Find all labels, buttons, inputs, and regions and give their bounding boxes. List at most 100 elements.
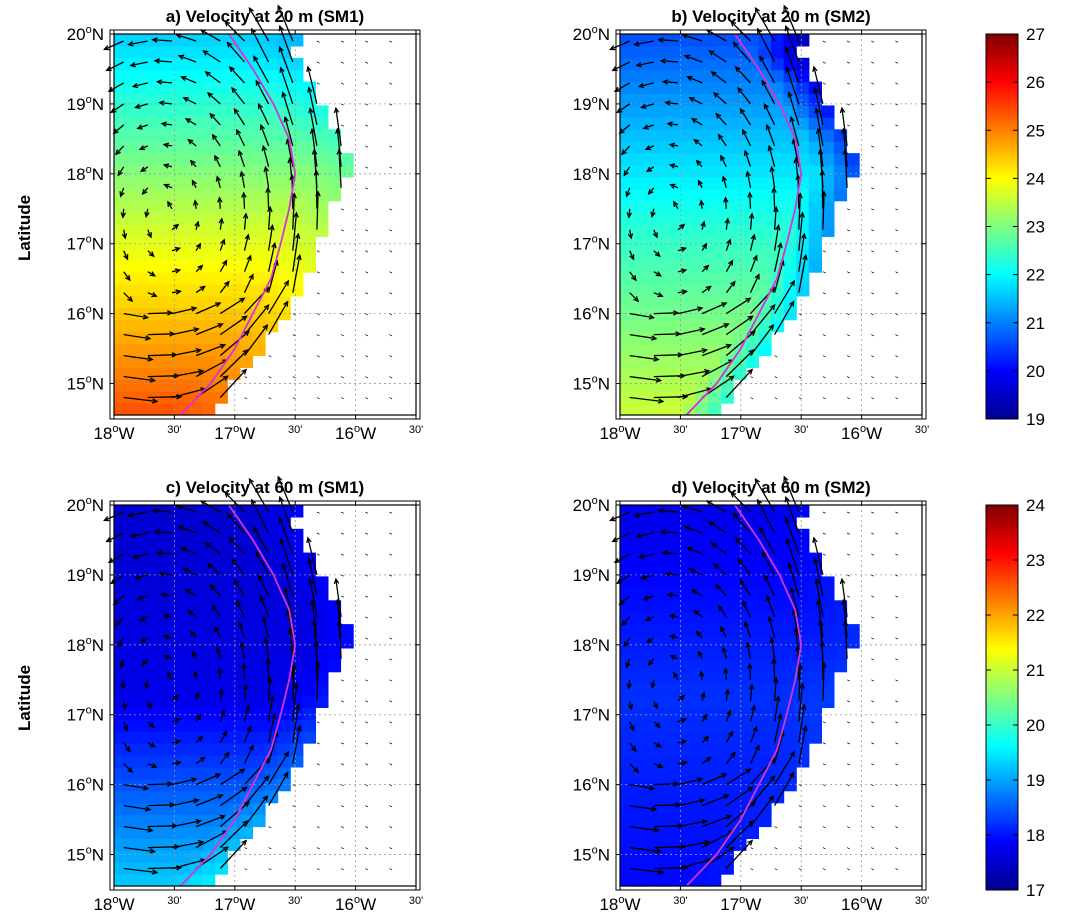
field-cell: [632, 862, 646, 875]
field-cell: [151, 367, 165, 380]
field-cell: [315, 176, 329, 190]
velocity-arrow: [629, 292, 639, 302]
field-cell: [151, 850, 165, 863]
field-cell: [227, 755, 241, 768]
velocity-arrow: [844, 149, 848, 188]
velocity-arrow: [813, 537, 824, 576]
field-cell: [164, 188, 178, 202]
velocity-arrow: [761, 80, 776, 105]
velocity-arrow: [365, 826, 369, 829]
arrow-head: [705, 285, 712, 292]
field-cell: [126, 743, 140, 756]
field-cell: [227, 355, 241, 368]
field-cell: [227, 552, 241, 566]
arrow-head: [182, 568, 189, 574]
velocity-arrow: [895, 511, 899, 514]
field-cell: [657, 814, 671, 828]
arrow-head: [241, 368, 248, 375]
velocity-arrow: [389, 124, 393, 127]
field-cell: [733, 671, 747, 685]
arrow-head: [123, 254, 129, 261]
field-cell: [833, 188, 848, 202]
velocity-arrow: [313, 149, 318, 188]
velocity-arrow: [822, 847, 826, 850]
velocity-arrow: [846, 847, 850, 850]
field-cell: [176, 766, 191, 780]
field-cell: [708, 838, 722, 851]
field-cell: [114, 45, 128, 59]
arrow-head: [115, 149, 121, 156]
y-tick-label: 19oN: [67, 565, 104, 585]
velocity-arrow: [774, 772, 795, 806]
field-cell: [164, 81, 178, 95]
arrow-head: [204, 542, 211, 548]
field-cell: [164, 284, 178, 297]
velocity-arrow: [209, 584, 221, 597]
field-cell: [657, 165, 671, 178]
velocity-arrow: [292, 726, 301, 764]
field-cell: [657, 129, 671, 142]
velocity-arrow: [761, 551, 776, 576]
field-cell: [265, 683, 279, 697]
field-cell: [657, 659, 671, 673]
arrow-head: [142, 785, 150, 791]
field-cell: [783, 69, 797, 83]
panel-title: a) Velocity at 20 m (SM1): [166, 7, 364, 26]
velocity-arrow: [280, 538, 294, 576]
velocity-arrow: [677, 388, 712, 399]
arrow-head: [683, 54, 691, 60]
field-cell: [214, 129, 228, 142]
field-cell: [682, 319, 697, 333]
field-cell: [670, 683, 684, 697]
arrow-head: [219, 343, 227, 349]
velocity-arrow: [701, 344, 731, 357]
field-cell: [126, 93, 140, 106]
field-cell: [733, 838, 747, 851]
velocity-arrow: [815, 108, 824, 147]
field-cell: [720, 200, 734, 214]
arrow-head: [839, 106, 846, 114]
field-cell: [202, 695, 216, 708]
field-cell: [645, 200, 659, 214]
x-tick-label: 30': [409, 895, 423, 907]
colorbar-tick-label: 26: [1026, 73, 1045, 92]
velocity-arrow: [389, 103, 393, 106]
field-cell: [214, 743, 228, 756]
velocity-arrow: [774, 301, 795, 335]
field-cell: [745, 141, 759, 154]
field-cell: [189, 188, 203, 202]
field-cell: [164, 683, 178, 697]
velocity-arrow: [822, 397, 826, 400]
velocity-arrow: [340, 40, 344, 43]
field-cell: [632, 814, 646, 828]
arrow-head: [750, 704, 756, 711]
field-cell: [708, 731, 722, 744]
field-cell: [645, 236, 659, 249]
velocity-arrow: [744, 621, 752, 639]
field-cell: [277, 564, 291, 577]
arrow-head: [763, 573, 769, 581]
velocity-arrow: [614, 553, 631, 563]
field-cell: [202, 403, 216, 416]
field-cell: [315, 695, 329, 708]
velocity-arrow: [871, 700, 875, 703]
velocity-arrow: [316, 805, 320, 808]
field-cell: [252, 636, 266, 649]
field-cell: [657, 117, 671, 130]
field-cell: [670, 212, 684, 226]
field-cell: [720, 552, 734, 566]
field-cell: [164, 659, 178, 673]
map-frame-outer: [615, 29, 927, 420]
field-cell: [708, 307, 722, 321]
field-cell: [720, 391, 734, 404]
field-cell: [758, 212, 772, 226]
velocity-arrow: [895, 355, 899, 358]
field-cell: [657, 212, 671, 226]
arrow-head: [657, 398, 665, 404]
velocity-arrow: [735, 537, 751, 555]
field-cell: [745, 81, 759, 95]
field-cell: [139, 755, 153, 768]
field-cell: [114, 81, 128, 95]
arrow-head: [785, 537, 791, 544]
arrow-head: [279, 66, 285, 73]
